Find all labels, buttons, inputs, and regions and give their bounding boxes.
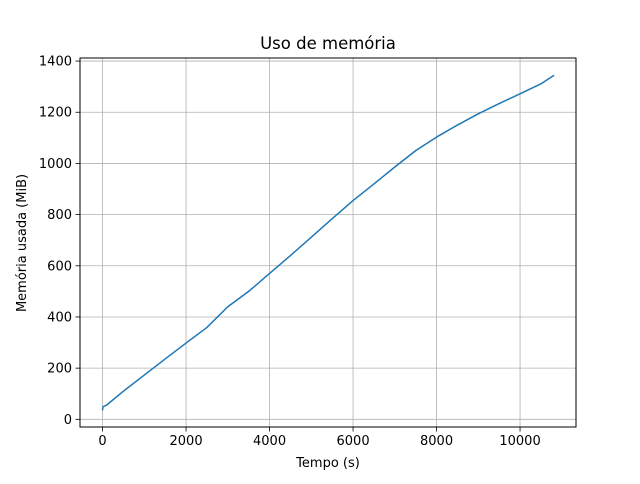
x-tick-label: 8000 xyxy=(420,434,453,449)
axis-ticks: 0 2000 4000 6000 8000 10000 0 200 400 600 800 1000 1… xyxy=(39,55,541,449)
y-tick-label: 1000 xyxy=(39,157,72,172)
chart-title: Uso de memória xyxy=(260,34,396,53)
y-tick-label: 400 xyxy=(47,310,72,325)
x-axis-label: Tempo (s) xyxy=(295,456,360,471)
y-tick-label: 800 xyxy=(47,208,72,223)
grid-lines xyxy=(80,58,576,427)
x-tick-label: 4000 xyxy=(253,434,286,449)
y-tick-label: 600 xyxy=(47,259,72,274)
y-tick-label: 1200 xyxy=(39,106,72,121)
x-tick-label: 2000 xyxy=(170,434,203,449)
x-tick-label: 6000 xyxy=(337,434,370,449)
y-tick-label: 0 xyxy=(64,413,72,428)
y-tick-label: 1400 xyxy=(39,55,72,70)
x-tick-label: 0 xyxy=(98,434,106,449)
y-tick-label: 200 xyxy=(47,362,72,377)
plot-frame xyxy=(79,57,577,428)
x-tick-label: 10000 xyxy=(499,434,540,449)
series-layer xyxy=(101,74,555,411)
series-line xyxy=(101,74,555,411)
y-axis-label: Memória usada (MiB) xyxy=(15,174,30,312)
